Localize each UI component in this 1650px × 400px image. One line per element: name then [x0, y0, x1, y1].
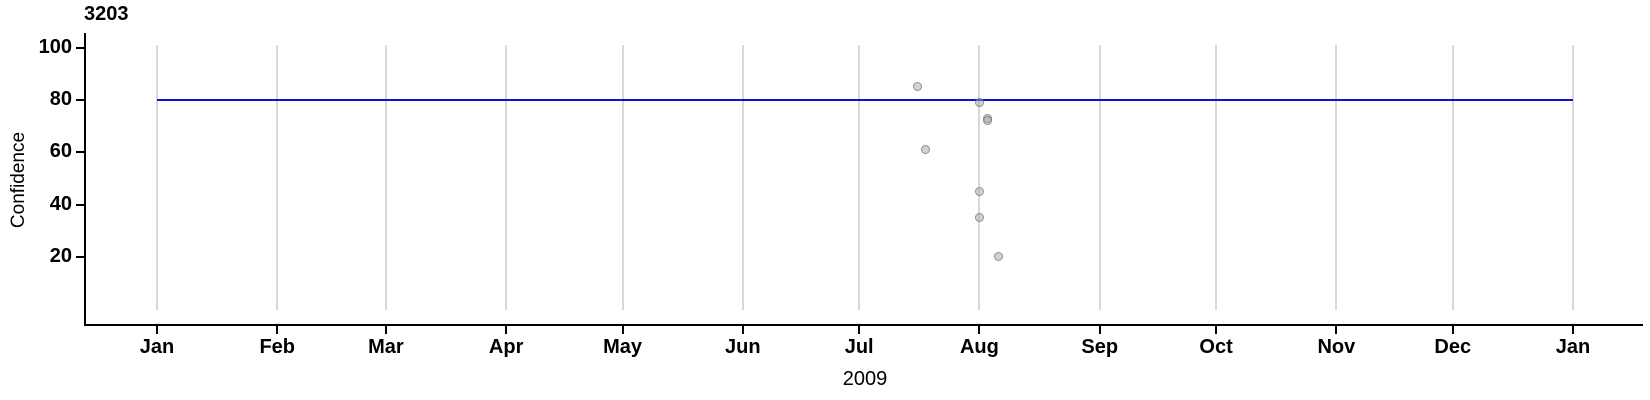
x-tick-label: Jan	[139, 336, 175, 358]
month-gridline	[621, 45, 624, 310]
y-tick	[76, 255, 84, 258]
month-gridline	[384, 45, 387, 310]
x-tick-label: Apr	[488, 336, 524, 358]
x-tick-label: Jul	[844, 336, 874, 358]
x-tick	[1215, 326, 1218, 334]
x-tick-label: Dec	[1434, 336, 1472, 358]
x-tick-label: Nov	[1317, 336, 1356, 358]
month-gridline	[156, 45, 158, 310]
x-tick	[276, 326, 279, 334]
data-point	[994, 252, 1004, 262]
y-tick-label: 20	[49, 244, 72, 267]
x-tick	[978, 326, 981, 334]
x-tick-label: Mar	[368, 336, 404, 358]
x-axis-label: 2009	[842, 368, 888, 390]
x-tick	[858, 326, 861, 334]
x-tick-label: Oct	[1199, 336, 1233, 358]
chart-title: 3203	[84, 3, 129, 25]
x-tick	[1098, 326, 1101, 334]
x-tick	[384, 326, 387, 334]
x-tick-label: Jun	[725, 336, 761, 358]
x-tick	[621, 326, 624, 334]
y-axis-line	[84, 33, 86, 326]
y-tick	[76, 46, 84, 49]
x-tick	[1572, 326, 1574, 334]
x-tick-label: Aug	[959, 336, 999, 358]
y-tick	[76, 151, 84, 154]
month-gridline	[276, 45, 279, 310]
x-tick-label: Jan	[1555, 336, 1591, 358]
y-tick	[76, 99, 84, 101]
month-gridline	[505, 45, 508, 310]
month-gridline	[1215, 45, 1218, 310]
x-tick-label: May	[603, 336, 642, 358]
y-tick-label: 60	[49, 140, 72, 163]
reference-line-80	[157, 99, 1573, 101]
month-gridline	[978, 45, 981, 310]
x-tick	[1451, 326, 1454, 334]
data-point	[920, 145, 930, 155]
x-tick	[1335, 326, 1338, 334]
x-tick-label: Feb	[259, 336, 296, 358]
x-tick	[505, 326, 508, 334]
y-tick	[76, 203, 84, 206]
month-gridline	[741, 45, 744, 310]
y-tick-label: 100	[38, 35, 72, 58]
data-point	[974, 98, 984, 108]
month-gridline	[1572, 45, 1574, 310]
x-tick-label: Sep	[1081, 336, 1119, 358]
month-gridline	[858, 45, 861, 310]
data-point	[912, 82, 922, 92]
x-tick	[156, 326, 158, 334]
x-axis-line	[84, 324, 1643, 326]
data-point	[974, 187, 984, 197]
x-tick	[741, 326, 744, 334]
month-gridline	[1451, 45, 1454, 310]
month-gridline	[1098, 45, 1101, 310]
y-tick-label: 80	[49, 88, 72, 110]
data-point	[982, 116, 992, 126]
y-tick-label: 40	[49, 192, 72, 215]
data-point	[974, 213, 984, 223]
month-gridline	[1335, 45, 1338, 310]
